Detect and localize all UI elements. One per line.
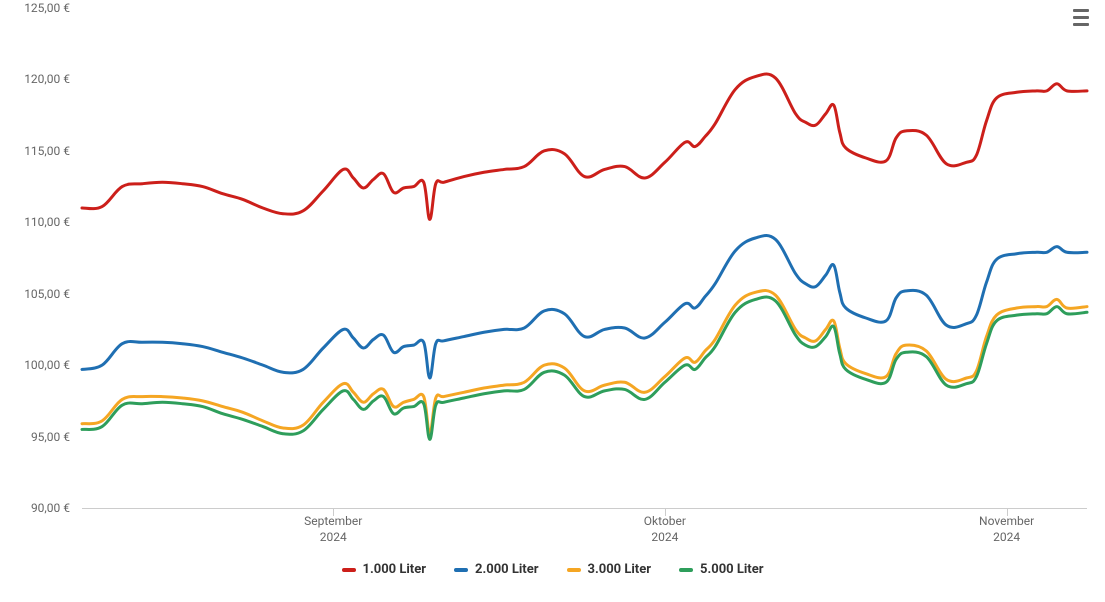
y-tick-label: 115,00 € bbox=[24, 144, 70, 158]
y-tick-label: 120,00 € bbox=[24, 72, 70, 86]
legend-label: 5.000 Liter bbox=[700, 562, 764, 577]
legend: 1.000 Liter 2.000 Liter 3.000 Liter 5.000 L… bbox=[0, 562, 1105, 577]
x-tick-label: September2024 bbox=[304, 514, 362, 545]
legend-swatch bbox=[454, 568, 468, 572]
y-tick-label: 125,00 € bbox=[24, 1, 70, 15]
y-tick-label: 95,00 € bbox=[31, 430, 70, 444]
x-axis: September2024 Oktober2024 November2024 bbox=[82, 514, 1087, 550]
legend-item-s3000[interactable]: 3.000 Liter bbox=[567, 562, 652, 577]
legend-item-s2000[interactable]: 2.000 Liter bbox=[454, 562, 539, 577]
plot-area bbox=[82, 8, 1087, 508]
price-line-chart: 90,00 € 95,00 € 100,00 € 105,00 € 110,00 € 11… bbox=[0, 0, 1105, 602]
legend-swatch bbox=[567, 568, 581, 572]
legend-swatch bbox=[342, 568, 356, 572]
y-axis: 90,00 €95,00 €100,00 €105,00 €110,00 €11… bbox=[0, 8, 76, 508]
chart-lines bbox=[82, 8, 1087, 508]
y-tick-label: 105,00 € bbox=[24, 287, 70, 301]
series-line-s2000 bbox=[82, 236, 1087, 378]
legend-swatch bbox=[679, 568, 693, 572]
legend-item-s5000[interactable]: 5.000 Liter bbox=[679, 562, 764, 577]
legend-item-s1000[interactable]: 1.000 Liter bbox=[342, 562, 427, 577]
x-tick-label: Oktober2024 bbox=[644, 514, 686, 545]
y-tick-label: 110,00 € bbox=[24, 215, 70, 229]
x-axis-line bbox=[82, 508, 1087, 509]
y-tick-label: 90,00 € bbox=[31, 501, 70, 515]
legend-label: 2.000 Liter bbox=[475, 562, 539, 577]
legend-label: 3.000 Liter bbox=[588, 562, 652, 577]
series-line-s5000 bbox=[82, 297, 1087, 439]
y-tick-label: 100,00 € bbox=[24, 358, 70, 372]
x-tick-label: November2024 bbox=[979, 514, 1034, 545]
series-line-s1000 bbox=[82, 74, 1087, 219]
legend-label: 1.000 Liter bbox=[363, 562, 427, 577]
